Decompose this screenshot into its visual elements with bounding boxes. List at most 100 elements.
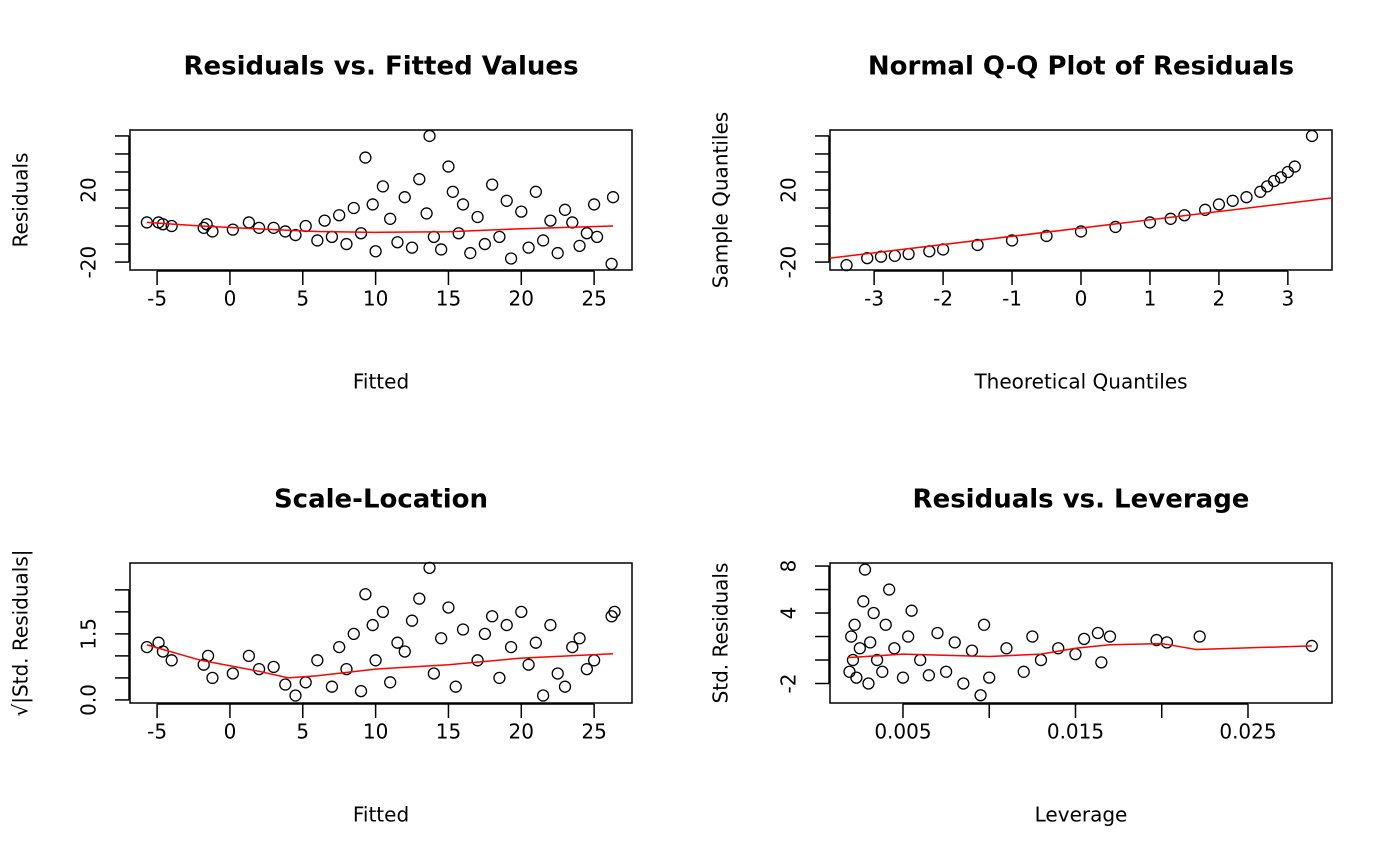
point xyxy=(1198,203,1212,216)
point xyxy=(299,219,312,233)
point xyxy=(1254,185,1267,198)
point xyxy=(840,258,853,272)
x-axis-label: Leverage xyxy=(1035,803,1128,827)
x-axis-label: Fitted xyxy=(353,370,409,394)
plot-frame xyxy=(129,129,633,271)
panel-title: Scale-Location xyxy=(274,485,488,515)
x-tick-label: 20 xyxy=(509,720,534,744)
point xyxy=(977,618,991,631)
point xyxy=(864,636,877,649)
y-tick-label: 8 xyxy=(777,560,801,573)
point xyxy=(267,660,280,674)
point xyxy=(140,640,154,654)
point xyxy=(413,173,426,186)
point xyxy=(347,201,360,215)
point xyxy=(605,257,618,271)
point xyxy=(931,626,944,640)
point xyxy=(522,658,535,671)
point xyxy=(974,689,987,702)
point xyxy=(922,669,935,682)
point xyxy=(896,671,910,684)
panel-title: Normal Q-Q Plot of Residuals xyxy=(868,52,1294,82)
point xyxy=(384,676,397,689)
point xyxy=(391,636,404,649)
point xyxy=(456,623,470,636)
point xyxy=(413,592,426,605)
point xyxy=(471,654,484,667)
y-axis-label: Residuals xyxy=(9,153,33,248)
x-tick-label: 15 xyxy=(436,287,461,311)
point xyxy=(848,618,861,631)
point xyxy=(1091,626,1105,640)
y-tick-label: 4 xyxy=(777,607,801,620)
point xyxy=(405,241,419,254)
y-tick-label: 0.0 xyxy=(77,684,101,716)
point xyxy=(500,194,513,207)
smooth-line xyxy=(847,642,1312,659)
point xyxy=(369,654,382,667)
point xyxy=(504,640,518,654)
point xyxy=(845,630,858,643)
panel-title: Residuals vs. Fitted Values xyxy=(183,52,578,82)
point xyxy=(522,241,535,254)
point xyxy=(486,178,499,191)
point xyxy=(165,654,178,667)
point xyxy=(905,604,918,617)
point xyxy=(1034,653,1048,667)
point xyxy=(1143,216,1157,229)
point xyxy=(435,632,448,645)
point xyxy=(446,185,459,198)
x-tick-label: -2 xyxy=(933,287,953,311)
point xyxy=(867,606,880,620)
x-axis-label: Fitted xyxy=(353,803,409,827)
point xyxy=(551,246,564,260)
point xyxy=(289,228,302,242)
point xyxy=(606,191,620,204)
point xyxy=(311,234,324,247)
point xyxy=(366,198,379,211)
point xyxy=(879,618,892,631)
y-axis-label: Std. Residuals xyxy=(709,563,733,704)
point xyxy=(226,667,239,680)
point xyxy=(340,237,353,251)
point xyxy=(504,252,518,265)
point xyxy=(449,680,462,693)
point xyxy=(939,665,953,678)
point xyxy=(478,237,492,251)
point xyxy=(870,653,884,667)
point xyxy=(242,649,256,663)
point xyxy=(965,644,979,657)
point xyxy=(252,662,266,676)
point xyxy=(1267,174,1281,188)
point xyxy=(493,230,506,243)
point xyxy=(442,160,455,173)
point xyxy=(558,203,572,216)
x-tick-label: 0.005 xyxy=(874,720,931,744)
point xyxy=(580,662,593,676)
point xyxy=(442,601,455,614)
smooth-line xyxy=(146,644,614,679)
point xyxy=(580,227,593,240)
point xyxy=(206,671,219,685)
point xyxy=(1160,636,1174,649)
point xyxy=(876,665,889,678)
point xyxy=(861,251,874,265)
point xyxy=(1026,630,1039,643)
y-tick-label: -2 xyxy=(777,674,801,694)
point xyxy=(333,209,346,222)
point xyxy=(376,180,390,193)
point xyxy=(1193,630,1206,643)
point xyxy=(242,216,256,229)
point xyxy=(325,230,339,243)
plot-frame xyxy=(129,562,633,704)
point xyxy=(590,230,604,243)
x-tick-label: 1 xyxy=(1144,287,1157,311)
point xyxy=(536,234,550,247)
point xyxy=(874,250,888,263)
point xyxy=(857,595,870,608)
point xyxy=(420,207,433,220)
point xyxy=(279,225,292,238)
point xyxy=(957,677,970,690)
point xyxy=(435,243,448,256)
point xyxy=(858,563,872,576)
